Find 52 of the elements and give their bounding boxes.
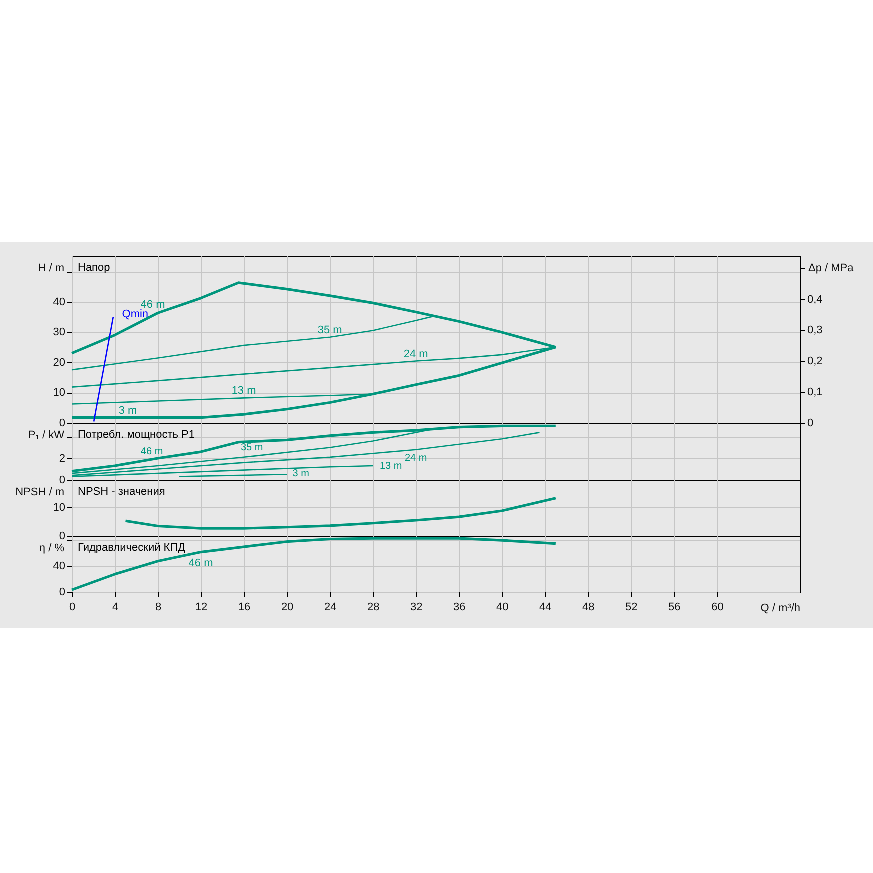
y-tick-label: 2 [59, 452, 66, 465]
x-tick-label: 32 [410, 602, 423, 614]
x-tick-label: 24 [324, 602, 337, 614]
y-tick-label: 0 [59, 474, 66, 486]
x-tick-label: 4 [112, 602, 119, 614]
y-tick-label: 30 [53, 326, 66, 339]
y-tick-label: 20 [53, 356, 66, 369]
y2-tick-label: 0,1 [808, 386, 823, 399]
y2-tick-label: 0,4 [808, 294, 823, 306]
y-tick-label: 10 [53, 502, 66, 514]
y-tick-label: 0 [59, 418, 66, 430]
series-label: 24 m [404, 348, 428, 360]
x-tick-label: 28 [367, 602, 380, 614]
y2-tick-label: 0 [808, 418, 814, 430]
y-tick-label: 40 [53, 296, 66, 308]
text: NPSH - значения [78, 486, 166, 498]
y2-tick-label: 0,2 [808, 356, 823, 368]
y-tick-label: 10 [53, 387, 66, 400]
series-label: 3 m [118, 404, 138, 417]
y-axis-title: NPSH / m [16, 486, 64, 498]
x-tick-label: 48 [582, 602, 595, 614]
x-tick-label: 36 [453, 602, 466, 614]
text: Гидравлический КПД [78, 542, 186, 554]
y-axis-title: P₁ / kW [28, 430, 66, 442]
x-tick-label: 20 [281, 602, 294, 614]
series-label: 35 m [318, 324, 342, 336]
x-tick-label: 56 [668, 602, 681, 614]
series-label: 3 m [292, 468, 310, 480]
x-tick-label: 52 [626, 602, 638, 614]
x-tick-label: 0 [69, 602, 76, 614]
x-axis-title: Q / m³/h [760, 602, 800, 614]
text: Напор [78, 262, 110, 274]
text: Потребл. мощность P1 [78, 429, 195, 441]
y2-axis-title: Δp / MPa [808, 262, 855, 274]
x-tick-label: 12 [195, 602, 208, 614]
x-tick-label: 44 [540, 602, 552, 614]
series-label: 24 m [404, 452, 428, 464]
series-label: 46 m [140, 446, 164, 458]
x-tick-label: 16 [238, 602, 251, 614]
series-label: 13 m [380, 461, 402, 472]
x-tick-label: 60 [712, 602, 724, 614]
y-tick-label: 40 [53, 560, 66, 572]
series-label: 46 m [188, 557, 214, 570]
y-axis-title: η / % [39, 542, 65, 554]
series-label: 35 m [240, 442, 264, 454]
y-tick-label: 0 [59, 530, 66, 542]
series-label: 13 m [232, 385, 256, 398]
y-axis-title: H / m [38, 262, 64, 274]
y2-tick-label: 0,3 [808, 324, 823, 337]
x-tick-label: 8 [155, 602, 162, 614]
x-tick-label: 40 [496, 602, 509, 614]
y-tick-label: 0 [59, 586, 66, 598]
